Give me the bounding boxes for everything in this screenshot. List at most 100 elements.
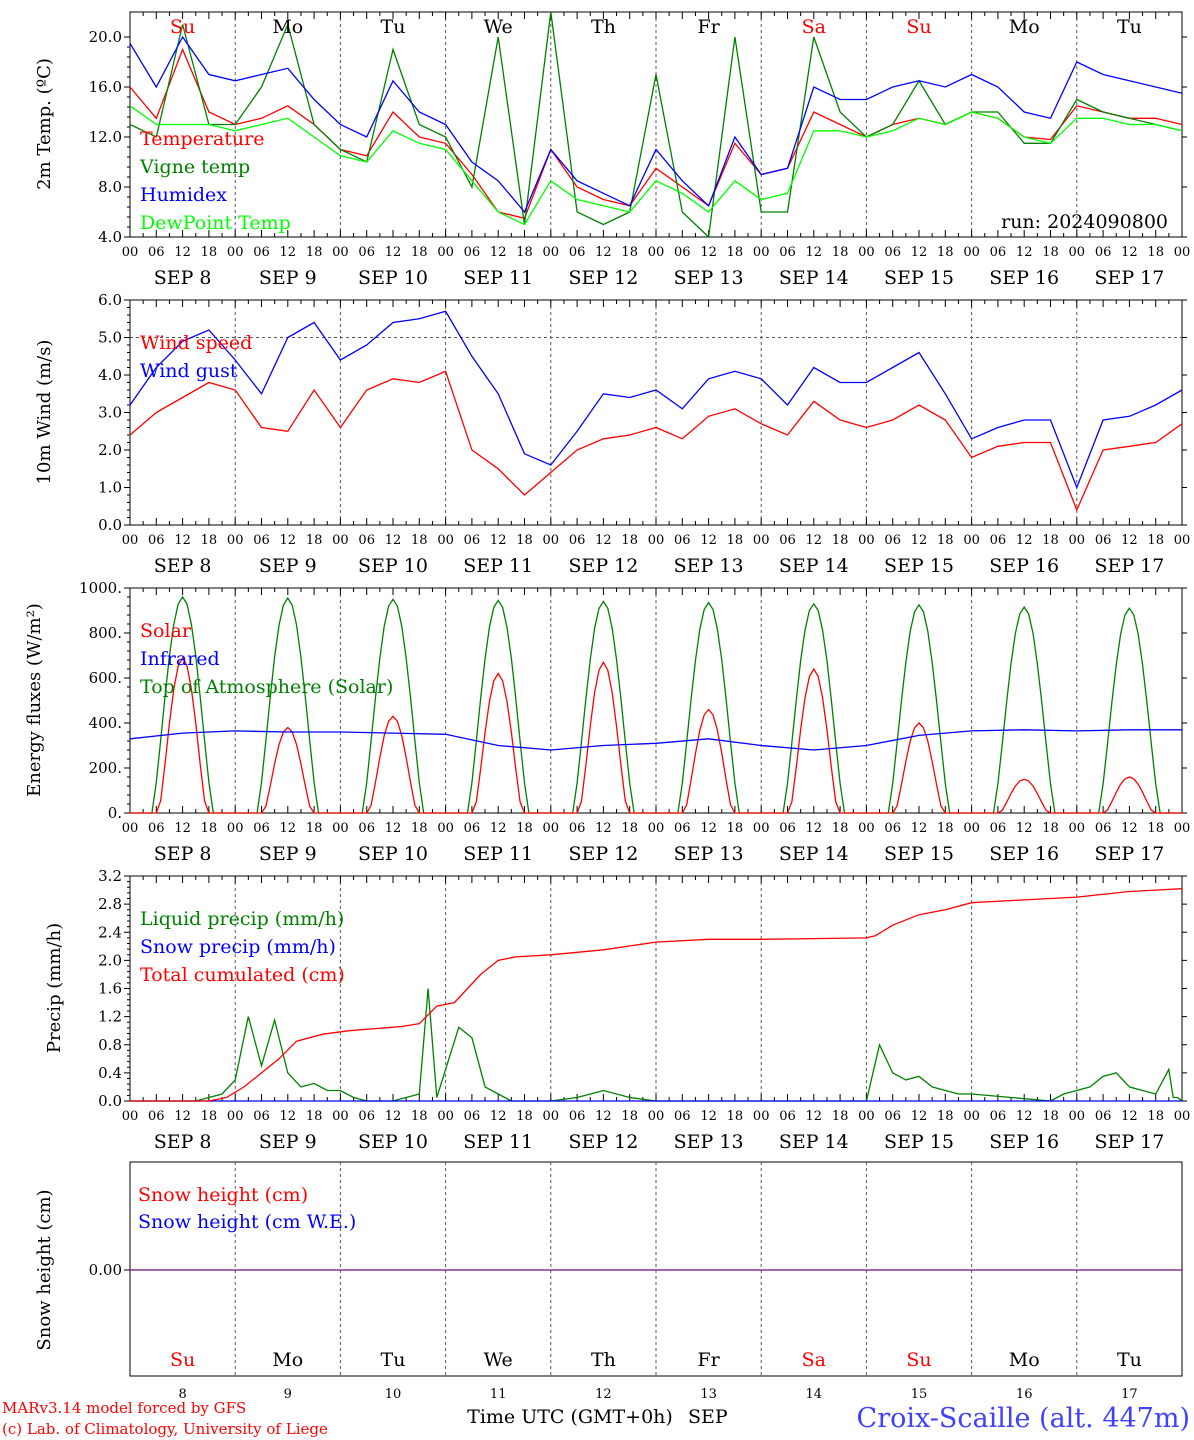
wind-plot-frame (129, 299, 1183, 526)
y-tick-label: 16.0 (89, 78, 122, 96)
date-label: SEP 13 (674, 1131, 744, 1153)
legend-wind-gust: Wind gust (140, 360, 238, 382)
hour-label: 00 (648, 245, 665, 260)
hour-label: 18 (937, 245, 954, 260)
hour-label: 06 (1095, 245, 1112, 260)
day-number: 15 (911, 1387, 928, 1402)
hour-label: 18 (832, 1109, 849, 1124)
energy-day-gridlines (234, 588, 1078, 813)
weekday-label: Th (591, 16, 616, 38)
snow-day-numbers: 8 9 10 11 12 13 14 15 16 17 (178, 1387, 1137, 1402)
series-humidex (129, 35, 1183, 214)
weekday-label: Mo (1009, 1349, 1040, 1371)
hour-label: 12 (385, 1109, 402, 1124)
hour-label: 00 (543, 533, 560, 548)
date-label: SEP 9 (259, 267, 317, 289)
date-label: SEP 8 (154, 555, 212, 577)
hour-label: 06 (569, 533, 586, 548)
date-label: SEP 13 (674, 267, 744, 289)
weekday-label: We (484, 1349, 513, 1371)
hour-label: 00 (332, 1109, 349, 1124)
hour-label: 06 (464, 821, 481, 836)
hour-label: 00 (227, 533, 244, 548)
wind-day-gridlines (234, 300, 1078, 525)
hour-label: 12 (700, 1109, 717, 1124)
hour-label: 06 (990, 533, 1007, 548)
hour-label: 06 (358, 245, 375, 260)
hour-label: 12 (595, 821, 612, 836)
hour-label: 12 (280, 245, 297, 260)
hour-label: 18 (306, 533, 323, 548)
hour-label: 00 (1174, 821, 1191, 836)
y-tick-label: 600. (89, 669, 122, 687)
hour-label: 18 (621, 821, 638, 836)
legend-toa-solar: Top of Atmosphere (Solar) (140, 676, 393, 698)
hour-label: 12 (911, 821, 928, 836)
legend-temperature: Temperature (140, 128, 264, 150)
hour-label: 18 (201, 1109, 218, 1124)
hour-label: 06 (674, 1109, 691, 1124)
hour-label: 12 (911, 533, 928, 548)
hour-label: 18 (516, 1109, 533, 1124)
date-label: SEP 9 (259, 843, 317, 865)
hour-label: 12 (490, 533, 507, 548)
temperature-hour-labels: 00 06 12 18 00 06 12 18 00 06 12 18 00 06 12 18 00 06 12 18… (122, 245, 1191, 260)
date-label: SEP 14 (779, 1131, 849, 1153)
hour-label: 06 (569, 1109, 586, 1124)
y-tick-label: 1000. (79, 579, 122, 597)
hour-label: 06 (148, 1109, 165, 1124)
date-label: SEP 17 (1094, 267, 1164, 289)
hour-label: 00 (1069, 1109, 1086, 1124)
hour-label: 06 (148, 245, 165, 260)
y-tick-label: 400. (89, 714, 122, 732)
hour-label: 12 (490, 821, 507, 836)
hour-label: 06 (674, 245, 691, 260)
date-label: SEP 13 (674, 555, 744, 577)
date-label: SEP 10 (358, 1131, 428, 1153)
hour-label: 00 (1174, 533, 1191, 548)
hour-label: 12 (490, 1109, 507, 1124)
date-label: SEP 15 (884, 267, 954, 289)
y-tick-label: 1.0 (98, 479, 122, 497)
weekday-label: Mo (1009, 16, 1040, 38)
y-tick-label: 4.0 (98, 366, 122, 384)
hour-label: 00 (1174, 245, 1191, 260)
hour-label: 12 (385, 245, 402, 260)
hour-label: 06 (148, 821, 165, 836)
hour-label: 00 (1069, 821, 1086, 836)
date-label: SEP 17 (1094, 843, 1164, 865)
y-tick-label: 0. (108, 804, 122, 822)
hour-label: 18 (516, 245, 533, 260)
series-solar (130, 656, 1182, 814)
hour-label: 18 (1042, 821, 1059, 836)
weekday-label: Su (170, 1349, 195, 1371)
footer-month: SEP (688, 1406, 728, 1428)
hour-label: 00 (227, 245, 244, 260)
hour-label: 18 (1147, 821, 1164, 836)
date-label: SEP 11 (463, 1131, 533, 1153)
y-tick-label: 0.0 (98, 1092, 122, 1110)
date-label: SEP 17 (1094, 1131, 1164, 1153)
hour-label: 18 (411, 533, 428, 548)
hour-label: 06 (358, 821, 375, 836)
date-label: SEP 13 (674, 843, 744, 865)
hour-label: 06 (884, 245, 901, 260)
series-wind-gust (129, 310, 1183, 490)
hour-label: 18 (306, 821, 323, 836)
hour-label: 00 (753, 821, 770, 836)
hour-label: 12 (1121, 821, 1138, 836)
hour-label: 00 (437, 245, 454, 260)
precip-date-labels: SEP 8 SEP 9 SEP 10 SEP 11 SEP 12 SEP 13 SEP 14… (154, 1131, 1165, 1153)
hour-label: 00 (753, 245, 770, 260)
hour-label: 00 (648, 533, 665, 548)
date-label: SEP 12 (568, 1131, 638, 1153)
hour-label: 18 (937, 533, 954, 548)
hour-label: 12 (280, 533, 297, 548)
legend-snow-precip: Snow precip (mm/h) (140, 936, 336, 958)
hour-label: 18 (727, 533, 744, 548)
y-tick-label: 12.0 (89, 128, 122, 146)
hour-label: 00 (332, 245, 349, 260)
footer-lab-line: (c) Lab. of Climatology, University of L… (2, 1420, 328, 1438)
energy-hour-labels: 00 06 12 18 00 06 12 18 00 06 12 18 00 06 12 18 00 06 12 18… (122, 821, 1191, 836)
hour-label: 18 (832, 245, 849, 260)
